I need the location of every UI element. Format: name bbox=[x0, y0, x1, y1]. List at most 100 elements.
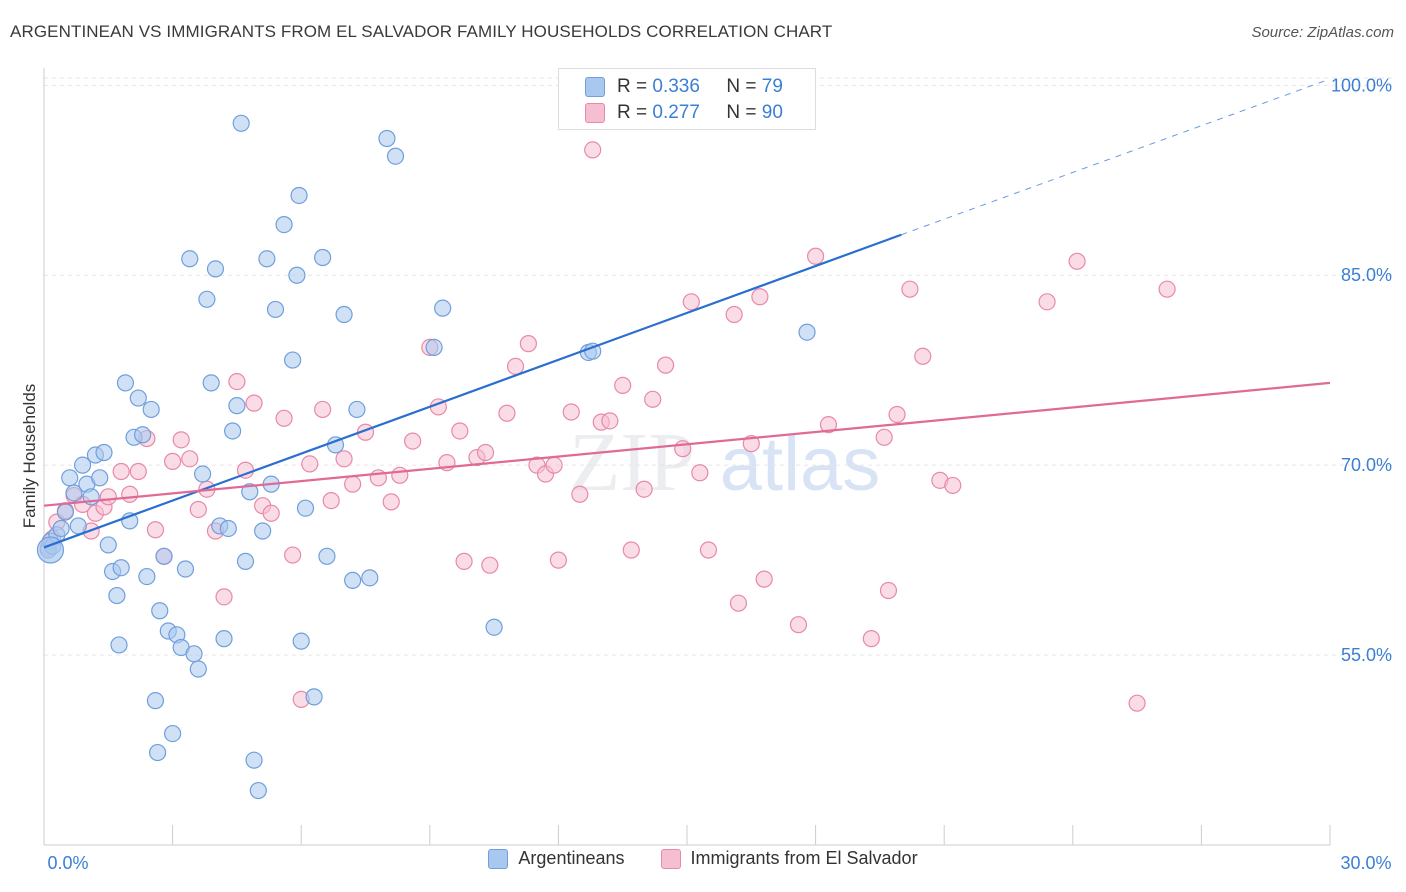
blue-trend-extension bbox=[901, 78, 1331, 236]
blue-r-label: R = bbox=[617, 76, 648, 97]
x-tick-min: 0.0% bbox=[47, 853, 88, 873]
pink-point bbox=[382, 493, 400, 511]
blue-point bbox=[305, 688, 323, 706]
blue-point bbox=[202, 374, 220, 392]
blue-n-label: N = bbox=[726, 76, 757, 97]
stats-legend: R = 0.336 N = 79 R = 0.277 N = 90 bbox=[558, 68, 816, 130]
pink-point bbox=[1038, 293, 1056, 311]
blue-point bbox=[266, 300, 285, 319]
pink-point bbox=[481, 556, 499, 574]
blue-point bbox=[425, 338, 443, 357]
blue-point bbox=[91, 469, 109, 487]
pink-point bbox=[245, 394, 263, 412]
pink-point bbox=[1128, 694, 1146, 712]
blue-point bbox=[348, 400, 366, 419]
pink-point bbox=[614, 376, 632, 394]
blue-point bbox=[314, 248, 332, 267]
pink-r-value: 0.277 bbox=[652, 102, 700, 123]
blue-point bbox=[249, 781, 267, 800]
pink-point bbox=[344, 475, 362, 493]
pink-point bbox=[391, 466, 409, 484]
pink-point bbox=[691, 464, 709, 482]
blue-point bbox=[185, 645, 203, 663]
pink-point bbox=[562, 403, 580, 421]
watermark-atlas: atlas bbox=[720, 422, 881, 507]
pink-point bbox=[901, 280, 919, 298]
pink-r-label: R = bbox=[617, 102, 648, 123]
pink-point bbox=[129, 462, 147, 481]
blue-point bbox=[288, 266, 306, 284]
source-label: Source: ZipAtlas.com bbox=[1251, 24, 1394, 41]
blue-point bbox=[69, 517, 87, 535]
pink-point bbox=[189, 500, 207, 519]
blue-point bbox=[65, 484, 83, 502]
pink-point bbox=[215, 588, 233, 606]
pink-series-points bbox=[39, 141, 1176, 712]
pink-point bbox=[498, 404, 516, 422]
pink-point bbox=[656, 356, 675, 374]
pink-point bbox=[1068, 252, 1086, 270]
blue-point bbox=[116, 374, 135, 392]
pink-point bbox=[181, 450, 199, 468]
pink-point bbox=[789, 616, 808, 634]
blue-point bbox=[164, 724, 182, 743]
blue-point bbox=[99, 536, 117, 554]
pink-point bbox=[519, 335, 537, 353]
chart-title: ARGENTINEAN VS IMMIGRANTS FROM EL SALVAD… bbox=[10, 22, 833, 41]
blue-point bbox=[146, 692, 165, 710]
pink-point bbox=[862, 630, 880, 648]
pink-point bbox=[121, 485, 139, 503]
blue-point bbox=[52, 519, 70, 538]
pink-n-value: 90 bbox=[761, 102, 783, 123]
pink-point bbox=[172, 431, 190, 449]
blue-point bbox=[142, 400, 160, 419]
pink-point bbox=[601, 412, 619, 430]
pink-trend-line bbox=[43, 381, 1331, 507]
blue-point bbox=[228, 397, 246, 415]
y-tick-label: 55.0% bbox=[1341, 645, 1392, 665]
blue-point bbox=[798, 323, 816, 341]
blue-point bbox=[61, 469, 79, 487]
pink-point bbox=[888, 405, 906, 424]
blue-point bbox=[155, 547, 173, 565]
blue-point bbox=[56, 503, 75, 521]
blue-point bbox=[129, 389, 147, 407]
blue-point bbox=[296, 499, 315, 517]
y-axis-label: Family Households bbox=[20, 384, 39, 529]
pink-point bbox=[112, 462, 130, 481]
blue-trend-line bbox=[43, 233, 902, 549]
pink-point bbox=[755, 570, 773, 588]
pink-point bbox=[284, 546, 302, 564]
blue-point bbox=[138, 567, 156, 586]
blue-point bbox=[378, 129, 396, 148]
pink-point bbox=[1158, 280, 1176, 298]
pink-point bbox=[584, 141, 602, 159]
blue-n-value: 79 bbox=[761, 76, 783, 97]
blue-point bbox=[318, 547, 336, 565]
blue-point bbox=[258, 250, 276, 268]
pink-point bbox=[806, 247, 825, 265]
pink-point bbox=[682, 293, 700, 311]
blue-point bbox=[344, 571, 362, 589]
pink-point bbox=[314, 400, 332, 419]
blue-r-value: 0.336 bbox=[652, 76, 700, 97]
pink-point bbox=[622, 541, 640, 559]
watermark: ZIP atlas bbox=[569, 416, 880, 509]
pink-point bbox=[729, 594, 748, 612]
pink-point bbox=[164, 452, 182, 470]
pink-point bbox=[545, 456, 563, 474]
pink-point bbox=[819, 416, 838, 434]
blue-point bbox=[108, 586, 126, 605]
blue-point bbox=[219, 519, 237, 538]
pink-point bbox=[914, 347, 932, 365]
blue-point bbox=[95, 443, 113, 462]
blue-point bbox=[189, 660, 207, 678]
pink-point bbox=[571, 485, 589, 503]
blue-point bbox=[73, 456, 92, 474]
series-legend: Argentineans Immigrants from El Salvador bbox=[0, 848, 1406, 869]
pink-point bbox=[742, 435, 760, 453]
blue-point bbox=[275, 215, 293, 234]
x-tick-max: 30.0% bbox=[1340, 853, 1391, 873]
blue-point bbox=[245, 751, 263, 769]
